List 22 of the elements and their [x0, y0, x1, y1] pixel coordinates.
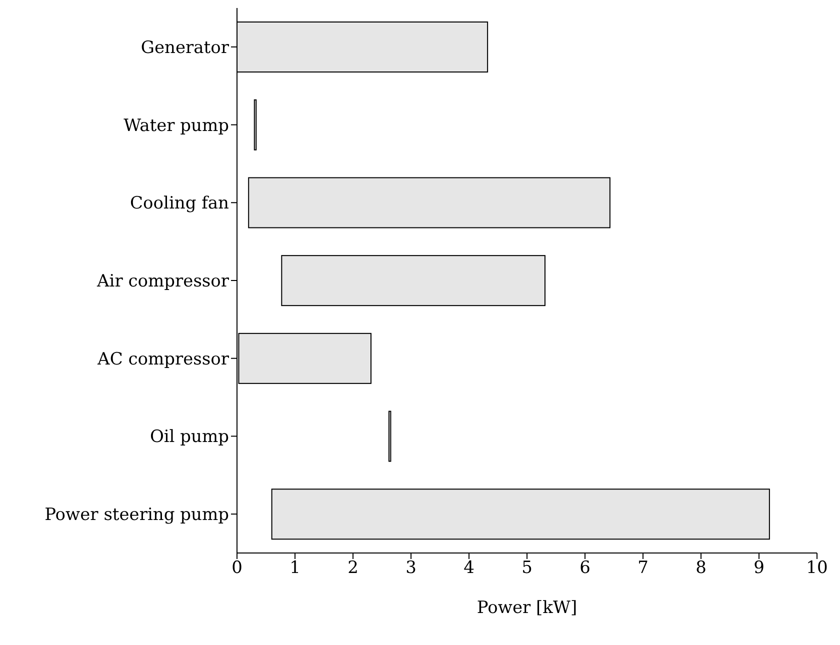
bar [281, 255, 546, 306]
bar [248, 177, 610, 228]
y-tick-label: AC compressor [96, 349, 230, 370]
x-tick-label: 2 [348, 558, 358, 578]
x-tick-label: 3 [406, 558, 416, 578]
x-tick-label: 5 [522, 558, 532, 578]
x-tick-label: 6 [580, 558, 590, 578]
x-tick-label: 9 [754, 558, 764, 578]
x-tick-label: 1 [290, 558, 300, 578]
y-tick-label: Oil pump [150, 427, 230, 448]
bar [271, 488, 770, 540]
x-axis-title: Power [kW] [476, 598, 578, 618]
x-tick-label: 8 [696, 558, 706, 578]
x-tick-label: 7 [638, 558, 648, 578]
x-tick-label: 4 [464, 558, 474, 578]
y-tick-label: Water pump [124, 116, 230, 136]
y-tick-label: Generator [140, 38, 230, 58]
y-tick-label: Air compressor [96, 272, 230, 292]
x-tick-label: 10 [806, 558, 828, 578]
y-tick-label: Cooling fan [130, 194, 230, 214]
y-tick-label: Power steering pump [44, 505, 230, 526]
x-tick-label: 0 [232, 558, 242, 578]
